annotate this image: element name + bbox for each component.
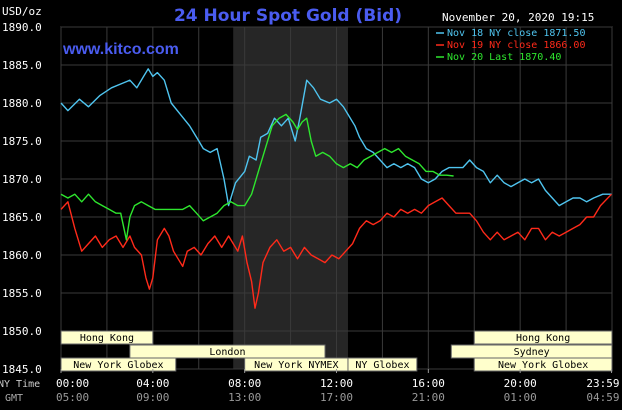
session-label: NY Globex (355, 360, 409, 371)
y-tick-label: 1865.0 (2, 211, 42, 224)
x-tick-label-gmt: 17:00 (320, 391, 353, 404)
legend-entry: Nov 18 NY close 1871.50 (447, 28, 585, 39)
x-tick-label-ny: 16:00 (412, 377, 445, 390)
x-tick-label-ny: 23:59 (586, 377, 619, 390)
session-label: New York Globex (498, 360, 588, 371)
x-tick-label-gmt: 09:00 (136, 391, 169, 404)
chart-title: 24 Hour Spot Gold (Bid) (174, 6, 402, 26)
y-tick-label: 1845.0 (2, 363, 42, 376)
x-tick-label-gmt: 01:00 (504, 391, 537, 404)
y-tick-label: 1885.0 (2, 59, 42, 72)
session-box (60, 357, 177, 372)
x-tick-label-ny: 12:00 (320, 377, 353, 390)
x-tick-label-ny: 00:00 (56, 377, 89, 390)
y-tick-label: 1890.0 (2, 21, 42, 34)
gmt-row-label: GMT (5, 393, 23, 404)
website-watermark: www.kitco.com (62, 41, 179, 58)
y-tick-label: 1860.0 (2, 249, 42, 262)
y-axis-tick-labels: 1890.0 1885.0 1880.0 1875.0 1870.0 1865.0 1860… (2, 21, 42, 376)
grid-lines (60, 26, 613, 370)
ny-time-row-label: NY Time (0, 379, 40, 390)
session-box (129, 344, 326, 359)
session-box (347, 357, 418, 372)
chart-timestamp: November 20, 2020 19:15 (442, 11, 594, 24)
x-tick-label-ny: 08:00 (228, 377, 261, 390)
session-box (60, 330, 154, 345)
x-tick-label-ny: 20:00 (504, 377, 537, 390)
y-tick-label: 1875.0 (2, 135, 42, 148)
session-label: Hong Kong (80, 333, 134, 344)
y-tick-label: 1855.0 (2, 287, 42, 300)
x-tick-label-gmt: 13:00 (228, 391, 261, 404)
x-tick-label-gmt: 04:59 (586, 391, 619, 404)
x-tick-label-gmt: 21:00 (412, 391, 445, 404)
y-axis-unit-label: USD/oz (2, 5, 42, 18)
x-tick-label-ny: 04:00 (136, 377, 169, 390)
session-box (473, 357, 613, 372)
trading-sessions-bar: Hong Kong Hong Kong London Sydney New York G… (60, 330, 613, 372)
series-line (60, 113, 454, 241)
legend-entry: Nov 20 Last 1870.40 (447, 52, 561, 63)
legend-entry: Nov 19 NY close 1866.00 (447, 40, 585, 51)
session-label: Hong Kong (516, 333, 570, 344)
price-series (60, 68, 613, 309)
session-label: London (209, 347, 245, 358)
y-tick-label: 1870.0 (2, 173, 42, 186)
y-tick-label: 1880.0 (2, 97, 42, 110)
session-box (473, 330, 613, 345)
x-tick-label-gmt: 05:00 (56, 391, 89, 404)
y-tick-label: 1850.0 (2, 325, 42, 338)
session-label: Sydney (514, 347, 550, 358)
series-line (60, 68, 612, 207)
session-label: New York NYMEX (254, 360, 338, 371)
session-label: New York Globex (73, 360, 163, 371)
series-line (60, 193, 613, 309)
